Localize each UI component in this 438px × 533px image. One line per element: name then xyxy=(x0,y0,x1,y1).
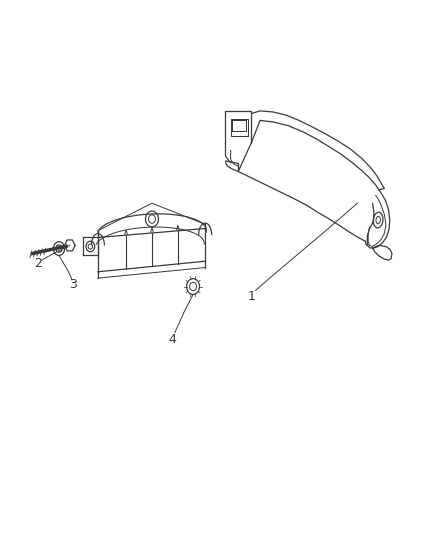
Text: 2: 2 xyxy=(34,257,42,270)
Text: 4: 4 xyxy=(168,333,176,346)
Text: 1: 1 xyxy=(247,290,255,303)
Text: 3: 3 xyxy=(69,278,77,292)
